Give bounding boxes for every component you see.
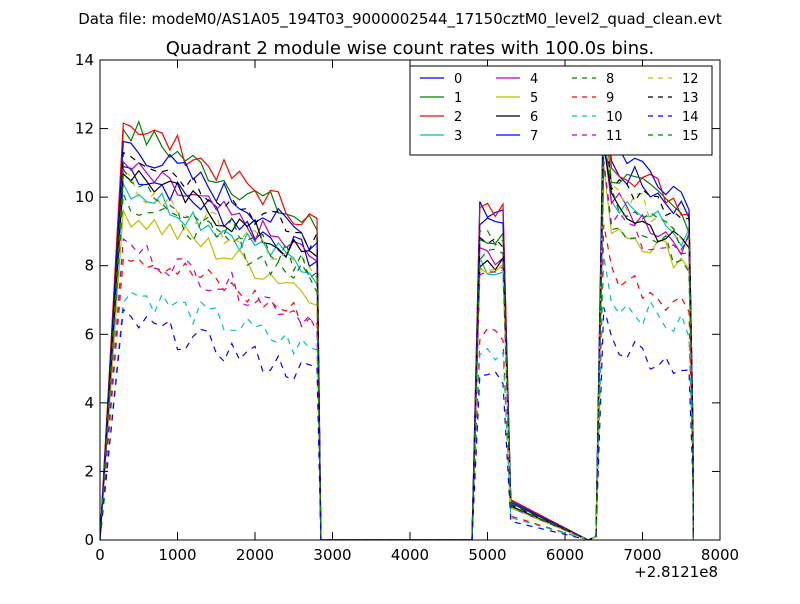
series-line-5 xyxy=(100,165,694,540)
series-line-2 xyxy=(100,90,694,540)
legend-label-0: 0 xyxy=(454,72,462,87)
y-tick-label: 6 xyxy=(84,325,94,343)
series-line-12 xyxy=(100,125,694,540)
x-tick-label: 5000 xyxy=(468,546,506,564)
data-file-header: Data file: modeM0/AS1A05_194T03_90000025… xyxy=(78,10,722,29)
y-tick-label: 2 xyxy=(84,462,94,480)
series-line-11 xyxy=(100,161,694,540)
legend-label-12: 12 xyxy=(682,72,699,87)
legend-label-5: 5 xyxy=(530,91,538,106)
legend-label-13: 13 xyxy=(682,91,699,106)
y-tick-label: 10 xyxy=(75,188,94,206)
legend-label-6: 6 xyxy=(530,110,538,125)
chart-title: Quadrant 2 module wise count rates with … xyxy=(166,38,655,59)
y-tick-label: 4 xyxy=(84,394,94,412)
data-layer xyxy=(100,74,694,540)
x-tick-label: 0 xyxy=(95,546,105,564)
x-tick-label: 1000 xyxy=(158,546,196,564)
x-tick-label: 7000 xyxy=(623,546,661,564)
legend-label-9: 9 xyxy=(606,91,614,106)
series-line-6 xyxy=(100,145,694,540)
series-lines xyxy=(100,74,694,540)
legend-label-2: 2 xyxy=(454,110,462,125)
series-line-13 xyxy=(100,114,694,540)
y-tick-label: 12 xyxy=(75,120,94,138)
series-line-9 xyxy=(100,224,694,540)
y-tick-label: 0 xyxy=(84,531,94,549)
legend-label-3: 3 xyxy=(454,129,462,144)
legend-label-1: 1 xyxy=(454,91,462,106)
legend-label-15: 15 xyxy=(682,129,699,144)
legend-label-11: 11 xyxy=(606,129,623,144)
legend-label-4: 4 xyxy=(530,72,538,87)
legend-label-8: 8 xyxy=(606,72,614,87)
series-line-10 xyxy=(100,256,694,540)
axes-layer: 0 1000 2000 3000 4000 5000 6000 7000 80000246810… xyxy=(75,51,739,564)
x-tick-label: 4000 xyxy=(391,546,429,564)
series-line-0 xyxy=(100,98,694,540)
x-tick-label: 6000 xyxy=(546,546,584,564)
x-tick-label: 3000 xyxy=(313,546,351,564)
legend-label-7: 7 xyxy=(530,129,538,144)
series-line-14 xyxy=(100,307,694,540)
y-tick-label: 14 xyxy=(75,51,94,69)
x-axis-offset-label: +2.8121e8 xyxy=(634,563,718,581)
legend-label-14: 14 xyxy=(682,110,699,125)
series-line-8 xyxy=(100,161,694,540)
x-tick-label: 2000 xyxy=(236,546,274,564)
legend-box xyxy=(409,65,713,156)
y-tick-label: 8 xyxy=(84,257,94,275)
series-line-4 xyxy=(100,141,694,540)
x-tick-label: 8000 xyxy=(701,546,739,564)
legend-label-10: 10 xyxy=(606,110,623,125)
